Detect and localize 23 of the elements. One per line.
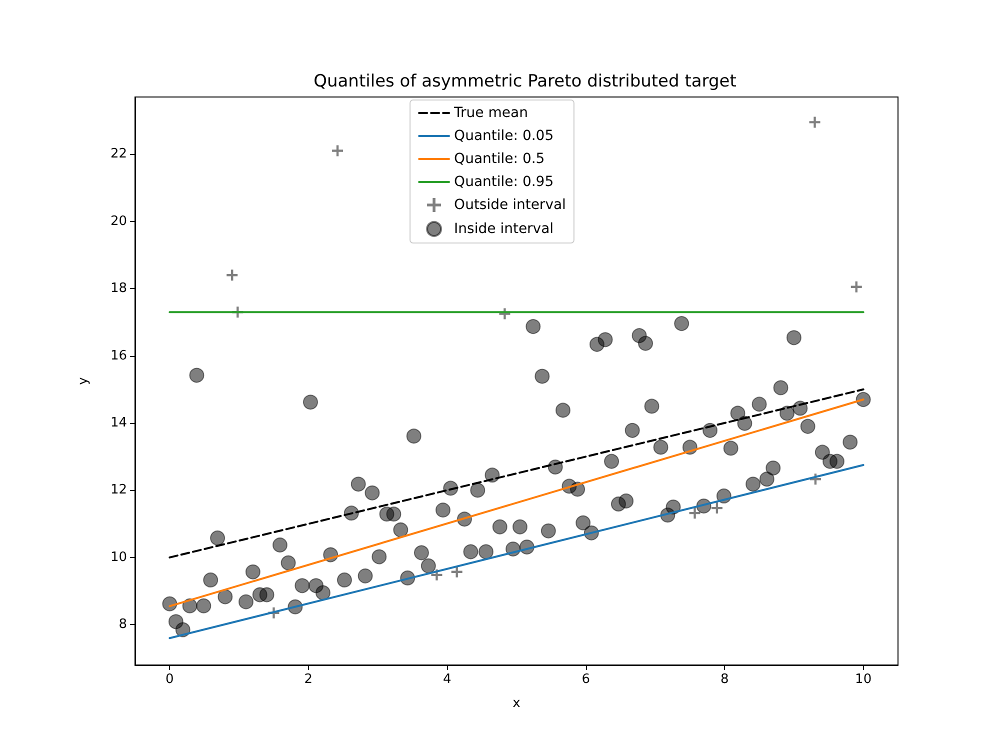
x-tick-label: 2 bbox=[304, 672, 313, 687]
y-tick-label: 12 bbox=[110, 482, 127, 498]
y-tick-label: 10 bbox=[110, 550, 127, 565]
legend-label: True mean bbox=[453, 105, 528, 121]
legend-label: Quantile: 0.5 bbox=[454, 151, 545, 167]
y-tick-label: 8 bbox=[118, 617, 127, 632]
x-tick-label: 6 bbox=[582, 672, 590, 687]
x-tick-label: 10 bbox=[855, 672, 872, 687]
y-tick-label: 22 bbox=[110, 146, 127, 162]
legend-label: Quantile: 0.05 bbox=[454, 128, 554, 144]
y-tick-label: 16 bbox=[110, 348, 127, 364]
legend-label: Inside interval bbox=[454, 221, 554, 237]
y-axis-title: y bbox=[76, 376, 91, 385]
y-tick-label: 18 bbox=[110, 281, 127, 296]
chart-title: Quantiles of asymmetric Pareto distributed target bbox=[314, 72, 737, 92]
x-tick-label: 8 bbox=[720, 672, 729, 687]
legend-label: Outside interval bbox=[454, 197, 566, 213]
legend-label: Quantile: 0.95 bbox=[454, 174, 554, 190]
y-tick-label: 14 bbox=[110, 416, 127, 431]
x-axis-title: x bbox=[512, 696, 521, 711]
x-tick-label: 4 bbox=[442, 672, 452, 687]
x-tick-label: 0 bbox=[166, 672, 174, 687]
y-tick-label: 20 bbox=[110, 214, 127, 229]
